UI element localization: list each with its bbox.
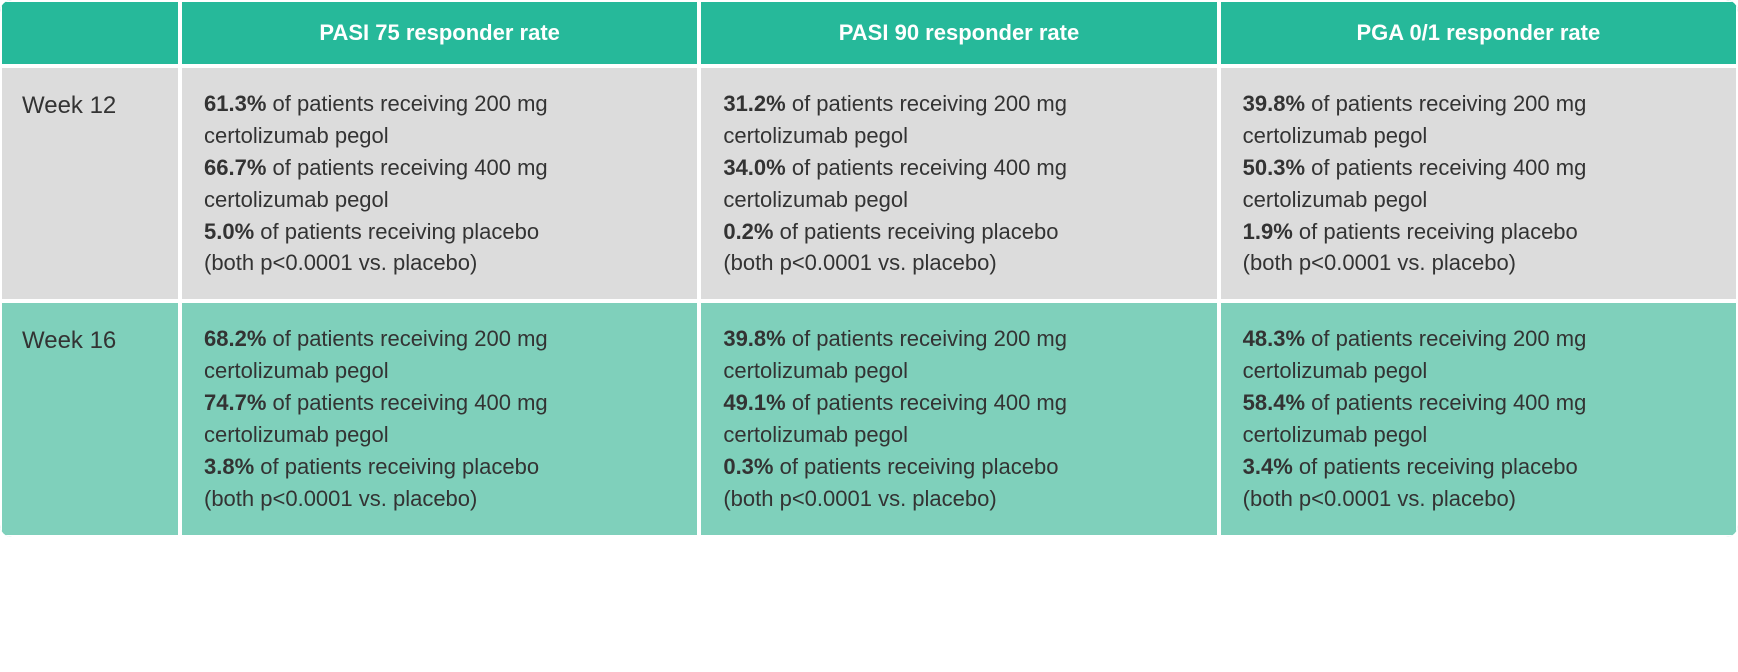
- table-header-row: PASI 75 responder rate PASI 90 responder…: [0, 0, 1738, 66]
- p-value-note: (both p<0.0001 vs. placebo): [723, 247, 1194, 279]
- data-cell: 61.3% of patients receiving 200 mg certo…: [180, 66, 699, 301]
- percentage-value: 39.8%: [723, 326, 785, 351]
- percentage-value: 66.7%: [204, 155, 266, 180]
- percentage-suffix: of patients receiving placebo: [773, 219, 1058, 244]
- percentage-value: 49.1%: [723, 390, 785, 415]
- data-cell: 68.2% of patients receiving 200 mg certo…: [180, 301, 699, 536]
- row-label: Week 16: [0, 301, 180, 536]
- table-row: Week 1668.2% of patients receiving 200 m…: [0, 301, 1738, 536]
- percentage-suffix: of patients receiving placebo: [1293, 454, 1578, 479]
- responder-rate-table: PASI 75 responder rate PASI 90 responder…: [0, 0, 1738, 537]
- percentage-value: 34.0%: [723, 155, 785, 180]
- percentage-value: 3.4%: [1243, 454, 1293, 479]
- percentage-value: 5.0%: [204, 219, 254, 244]
- percentage-value: 1.9%: [1243, 219, 1293, 244]
- p-value-note: (both p<0.0001 vs. placebo): [1243, 247, 1714, 279]
- percentage-suffix: of patients receiving placebo: [254, 219, 539, 244]
- header-pasi90: PASI 90 responder rate: [699, 0, 1218, 66]
- p-value-note: (both p<0.0001 vs. placebo): [1243, 483, 1714, 515]
- header-blank: [0, 0, 180, 66]
- header-pga01: PGA 0/1 responder rate: [1219, 0, 1738, 66]
- data-cell: 48.3% of patients receiving 200 mg certo…: [1219, 301, 1738, 536]
- p-value-note: (both p<0.0001 vs. placebo): [723, 483, 1194, 515]
- percentage-suffix: of patients receiving placebo: [254, 454, 539, 479]
- row-label: Week 12: [0, 66, 180, 301]
- header-pasi75: PASI 75 responder rate: [180, 0, 699, 66]
- percentage-value: 50.3%: [1243, 155, 1305, 180]
- p-value-note: (both p<0.0001 vs. placebo): [204, 247, 675, 279]
- percentage-suffix: of patients receiving placebo: [1293, 219, 1578, 244]
- percentage-value: 31.2%: [723, 91, 785, 116]
- percentage-suffix: of patients receiving placebo: [773, 454, 1058, 479]
- data-cell: 39.8% of patients receiving 200 mg certo…: [1219, 66, 1738, 301]
- percentage-value: 61.3%: [204, 91, 266, 116]
- table-row: Week 1261.3% of patients receiving 200 m…: [0, 66, 1738, 301]
- percentage-value: 0.3%: [723, 454, 773, 479]
- percentage-value: 0.2%: [723, 219, 773, 244]
- percentage-value: 48.3%: [1243, 326, 1305, 351]
- data-cell: 31.2% of patients receiving 200 mg certo…: [699, 66, 1218, 301]
- percentage-value: 68.2%: [204, 326, 266, 351]
- p-value-note: (both p<0.0001 vs. placebo): [204, 483, 675, 515]
- percentage-value: 39.8%: [1243, 91, 1305, 116]
- percentage-value: 58.4%: [1243, 390, 1305, 415]
- percentage-value: 74.7%: [204, 390, 266, 415]
- percentage-value: 3.8%: [204, 454, 254, 479]
- data-cell: 39.8% of patients receiving 200 mg certo…: [699, 301, 1218, 536]
